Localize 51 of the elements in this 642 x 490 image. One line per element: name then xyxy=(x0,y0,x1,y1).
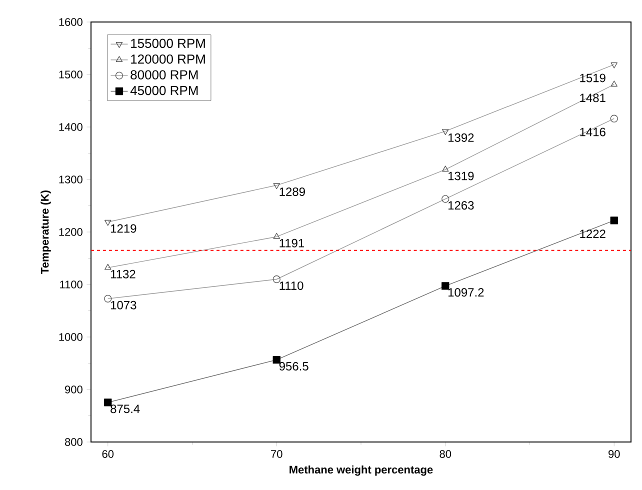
y-tick-label: 1600 xyxy=(59,18,82,26)
data-label: 1481 xyxy=(580,94,606,102)
data-label: 1219 xyxy=(110,224,136,233)
point xyxy=(610,114,618,122)
x-tick-label: 70 xyxy=(271,450,282,458)
point xyxy=(104,294,112,303)
x-tick-label: 60 xyxy=(102,450,114,458)
point xyxy=(442,282,450,290)
data-label: 875.4 xyxy=(110,404,140,414)
point xyxy=(610,62,618,68)
data-label: 1263 xyxy=(448,201,474,210)
point xyxy=(442,129,449,136)
y-tick-label: 1200 xyxy=(59,228,82,236)
data-label: 1319 xyxy=(448,172,474,180)
point xyxy=(104,220,112,226)
point xyxy=(610,216,618,224)
point xyxy=(104,398,112,406)
y-tick-label: 1500 xyxy=(59,70,82,78)
x-axis-title: Methane weight percentage xyxy=(290,465,433,476)
y-tick-label: 1400 xyxy=(59,123,82,131)
x-tick-label: 80 xyxy=(440,450,452,458)
point xyxy=(273,183,280,190)
point xyxy=(610,80,618,87)
point xyxy=(442,195,450,203)
data-label: 1191 xyxy=(280,238,304,248)
point xyxy=(104,264,112,270)
data-label: 1289 xyxy=(280,187,305,196)
y-tick-label: 1000 xyxy=(59,333,82,341)
point xyxy=(272,275,280,284)
legend-label: 155000 RPM xyxy=(131,38,205,48)
legend-label: 120000 RPM xyxy=(131,54,205,64)
point xyxy=(272,356,280,364)
data-label: 1110 xyxy=(280,281,304,290)
data-label: 1392 xyxy=(448,133,474,142)
y-tick-label: 800 xyxy=(65,438,82,446)
data-label: 1097.2 xyxy=(448,288,484,297)
y-axis-title: Temperature (K) xyxy=(40,190,51,274)
data-label: 1132 xyxy=(110,270,136,278)
point xyxy=(273,232,280,239)
data-label: 1073 xyxy=(110,300,136,310)
data-label: 1416 xyxy=(580,128,606,136)
data-label: 956.5 xyxy=(279,362,308,371)
y-tick-label: 1100 xyxy=(60,280,82,288)
data-label: 1519 xyxy=(580,74,606,82)
legend-label: 80000 RPM xyxy=(130,70,198,80)
x-tick-label: 90 xyxy=(608,450,620,458)
legend-label: 45000 RPM xyxy=(130,86,198,96)
y-tick-label: 900 xyxy=(65,386,82,394)
y-tick-label: 1300 xyxy=(59,176,82,184)
data-label: 1222 xyxy=(580,230,606,238)
point xyxy=(442,166,449,172)
